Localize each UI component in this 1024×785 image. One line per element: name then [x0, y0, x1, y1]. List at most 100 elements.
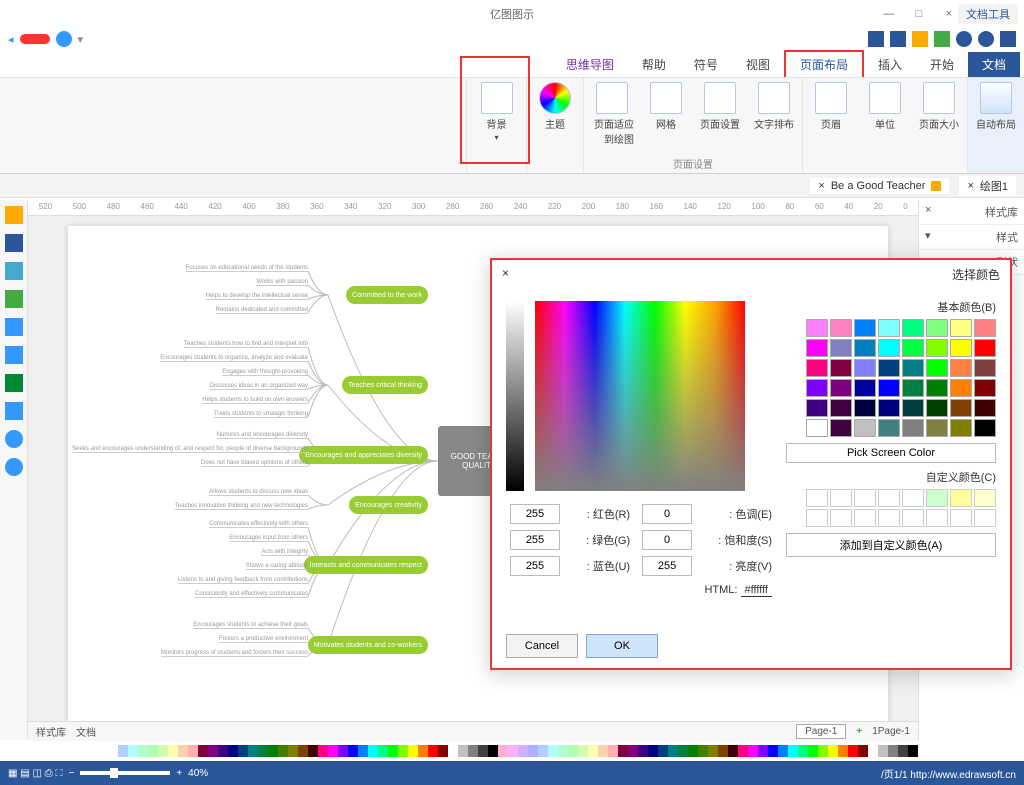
palette-swatch[interactable]	[538, 745, 548, 757]
palette-swatch[interactable]	[178, 745, 188, 757]
palette-swatch[interactable]	[718, 745, 728, 757]
leaf-node[interactable]: Helps to develop the intellectual sense	[206, 293, 308, 300]
tab-page-layout[interactable]: 页面布局	[784, 50, 864, 77]
export-icon[interactable]	[868, 31, 884, 47]
color-swatch[interactable]	[830, 319, 852, 337]
color-swatch[interactable]	[878, 399, 900, 417]
leaf-node[interactable]: Focuses on educational needs of the stud…	[186, 265, 308, 272]
value-strip[interactable]	[506, 301, 524, 491]
palette-swatch[interactable]	[628, 745, 638, 757]
color-swatch[interactable]	[926, 379, 948, 397]
leaf-node[interactable]: Encourages students to organize, analyze…	[160, 355, 308, 362]
palette-swatch[interactable]	[858, 745, 868, 757]
leaf-node[interactable]: Encourages students to achieve their goa…	[193, 622, 308, 629]
qat-dropdown-icon[interactable]: ▾	[78, 33, 84, 46]
color-swatch[interactable]	[974, 419, 996, 437]
palette-swatch[interactable]	[818, 745, 828, 757]
color-swatch[interactable]	[854, 399, 876, 417]
palette-swatch[interactable]	[168, 745, 178, 757]
palette-swatch[interactable]	[828, 745, 838, 757]
palette-swatch[interactable]	[408, 745, 418, 757]
palette-swatch[interactable]	[298, 745, 308, 757]
color-swatch[interactable]	[830, 399, 852, 417]
color-swatch[interactable]	[806, 399, 828, 417]
tab-view[interactable]: 视图	[732, 52, 784, 77]
branch-node[interactable]: Motivates students and co-workers	[308, 636, 428, 654]
color-swatch[interactable]	[806, 419, 828, 437]
gear-icon[interactable]	[56, 31, 72, 47]
palette-swatch[interactable]	[798, 745, 808, 757]
color-swatch[interactable]	[950, 399, 972, 417]
palette-swatch[interactable]	[268, 745, 278, 757]
leaf-node[interactable]: Monitors progress of students and foster…	[161, 650, 308, 657]
palette-swatch[interactable]	[668, 745, 678, 757]
btn-auto-layout[interactable]: 自动布局	[974, 82, 1018, 131]
palette-swatch[interactable]	[238, 745, 248, 757]
palette-swatch[interactable]	[358, 745, 368, 757]
tab-help[interactable]: 帮助	[628, 52, 680, 77]
color-swatch[interactable]	[830, 379, 852, 397]
palette-swatch[interactable]	[308, 745, 318, 757]
btn-text-layout[interactable]: 文字排布	[752, 82, 796, 131]
branch-node[interactable]: Encourages creativity	[349, 496, 428, 514]
palette-swatch[interactable]	[478, 745, 488, 757]
custom-swatch[interactable]	[806, 509, 828, 527]
palette-swatch[interactable]	[848, 745, 858, 757]
palette-swatch[interactable]	[158, 745, 168, 757]
panel-close-icon[interactable]: ×	[925, 204, 931, 220]
rect-icon[interactable]	[5, 262, 23, 280]
palette-swatch[interactable]	[698, 745, 708, 757]
zoom-slider[interactable]	[80, 771, 170, 775]
palette-swatch[interactable]	[748, 745, 758, 757]
blue-input[interactable]	[510, 556, 560, 576]
palette-swatch[interactable]	[508, 745, 518, 757]
leaf-node[interactable]: Works with passion	[256, 279, 308, 286]
branch-node[interactable]: Teaches critical thinking	[342, 376, 428, 394]
btn-fit-to-drawing[interactable]: 页面适应到绘图	[590, 82, 634, 146]
color-swatch[interactable]	[878, 319, 900, 337]
leaf-node[interactable]: Discusses ideas in an organized way	[210, 383, 308, 390]
color-swatch[interactable]	[950, 319, 972, 337]
leaf-node[interactable]: Allows students to discuss new ideas	[209, 489, 308, 496]
globe-icon[interactable]	[5, 374, 23, 392]
color-field[interactable]	[535, 301, 745, 491]
palette-swatch[interactable]	[228, 745, 238, 757]
ok-button[interactable]: OK	[586, 634, 658, 658]
palette-swatch[interactable]	[338, 745, 348, 757]
palette-swatch[interactable]	[648, 745, 658, 757]
color-swatch[interactable]	[950, 359, 972, 377]
paste-icon[interactable]	[912, 31, 928, 47]
palette-swatch[interactable]	[558, 745, 568, 757]
color-swatch[interactable]	[806, 339, 828, 357]
btn-page-size[interactable]: 页面大小	[917, 82, 961, 131]
color-swatch[interactable]	[806, 379, 828, 397]
leaf-node[interactable]: Remains dedicated and committed	[216, 307, 308, 314]
custom-swatch[interactable]	[854, 489, 876, 507]
close-tab-icon[interactable]: ×	[967, 180, 973, 192]
color-swatch[interactable]	[854, 319, 876, 337]
color-swatch[interactable]	[974, 359, 996, 377]
color-swatch[interactable]	[854, 359, 876, 377]
cancel-button[interactable]: Cancel	[506, 634, 578, 658]
custom-swatch[interactable]	[926, 489, 948, 507]
tab-mindmap[interactable]: 思维导图	[552, 52, 628, 77]
tab-symbols[interactable]: 符号	[680, 52, 732, 77]
lock-icon[interactable]	[5, 402, 23, 420]
leaf-node[interactable]: Consistently and effectively communicate…	[195, 591, 308, 598]
pick-screen-color-button[interactable]: Pick Screen Color	[786, 443, 996, 463]
custom-swatch[interactable]	[950, 489, 972, 507]
palette-swatch[interactable]	[458, 745, 468, 757]
palette-swatch[interactable]	[218, 745, 228, 757]
palette-swatch[interactable]	[898, 745, 908, 757]
custom-swatch[interactable]	[902, 489, 924, 507]
palette-swatch[interactable]	[768, 745, 778, 757]
btn-page-setup[interactable]: 页面设置	[698, 82, 742, 131]
palette-swatch[interactable]	[678, 745, 688, 757]
color-swatch[interactable]	[926, 359, 948, 377]
leaf-node[interactable]: Helps students to build on own answers	[202, 397, 308, 404]
custom-swatch[interactable]	[974, 489, 996, 507]
doc-tab-2[interactable]: Be a Good Teacher×	[810, 178, 949, 194]
custom-swatch[interactable]	[878, 509, 900, 527]
palette-swatch[interactable]	[658, 745, 668, 757]
palette-swatch[interactable]	[788, 745, 798, 757]
